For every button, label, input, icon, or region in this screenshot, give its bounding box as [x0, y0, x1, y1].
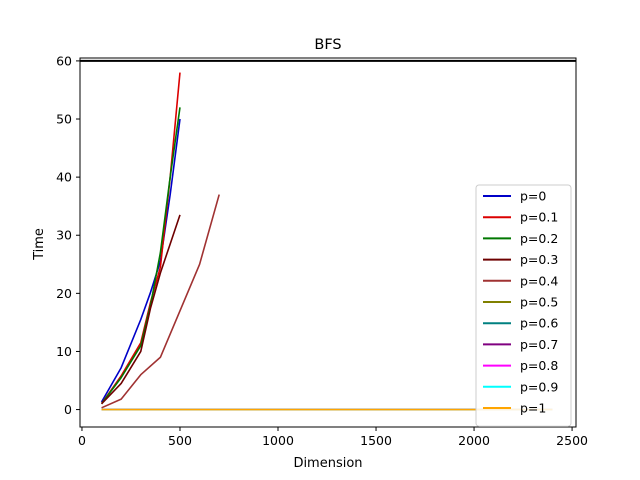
legend-label-7: p=0.7: [520, 337, 558, 352]
legend-label-4: p=0.4: [520, 273, 558, 288]
legend-label-10: p=1: [520, 401, 546, 416]
y-tick-label: 50: [56, 112, 72, 127]
x-tick-label: 500: [168, 433, 192, 448]
legend-label-3: p=0.3: [520, 252, 558, 267]
x-axis-label: Dimension: [293, 456, 362, 471]
legend-label-5: p=0.5: [520, 295, 558, 310]
chart-title: BFS: [314, 37, 341, 53]
x-tick-label: 1500: [360, 433, 392, 448]
x-tick-label: 1000: [262, 433, 294, 448]
y-tick-label: 10: [56, 344, 72, 359]
x-tick-label: 0: [78, 433, 86, 448]
legend-label-9: p=0.9: [520, 379, 558, 394]
legend-label-6: p=0.6: [520, 316, 558, 331]
plot-area: 0 500 1000 1500 2000 2500 0 10 20 30 40 50 60: [56, 53, 588, 448]
series-line-4: [101, 194, 220, 409]
legend-label-8: p=0.8: [520, 358, 558, 373]
legend: p=0 p=0.1 p=0.2 p=0.3 p=0.4 p=0.5 p=0.6 p=0.7 p=…: [475, 184, 572, 427]
y-tick-label: 20: [56, 286, 72, 301]
y-tick-label: 60: [56, 53, 72, 68]
legend-label-0: p=0: [520, 189, 546, 204]
legend-label-2: p=0.2: [520, 231, 558, 246]
plot-frame: [79, 57, 577, 428]
series-line-3: [100, 214, 181, 405]
series-line-0: [100, 118, 181, 403]
y-axis-label: Time: [32, 228, 47, 261]
legend-label-1: p=0.1: [520, 210, 558, 225]
y-tick-label: 0: [64, 402, 72, 417]
y-tick-label: 40: [56, 170, 72, 185]
x-tick-label: 2500: [556, 433, 588, 448]
x-tick-label: 2000: [458, 433, 490, 448]
series-line-1: [100, 72, 181, 405]
y-tick-label: 30: [56, 228, 72, 243]
series-line-2: [100, 107, 181, 405]
